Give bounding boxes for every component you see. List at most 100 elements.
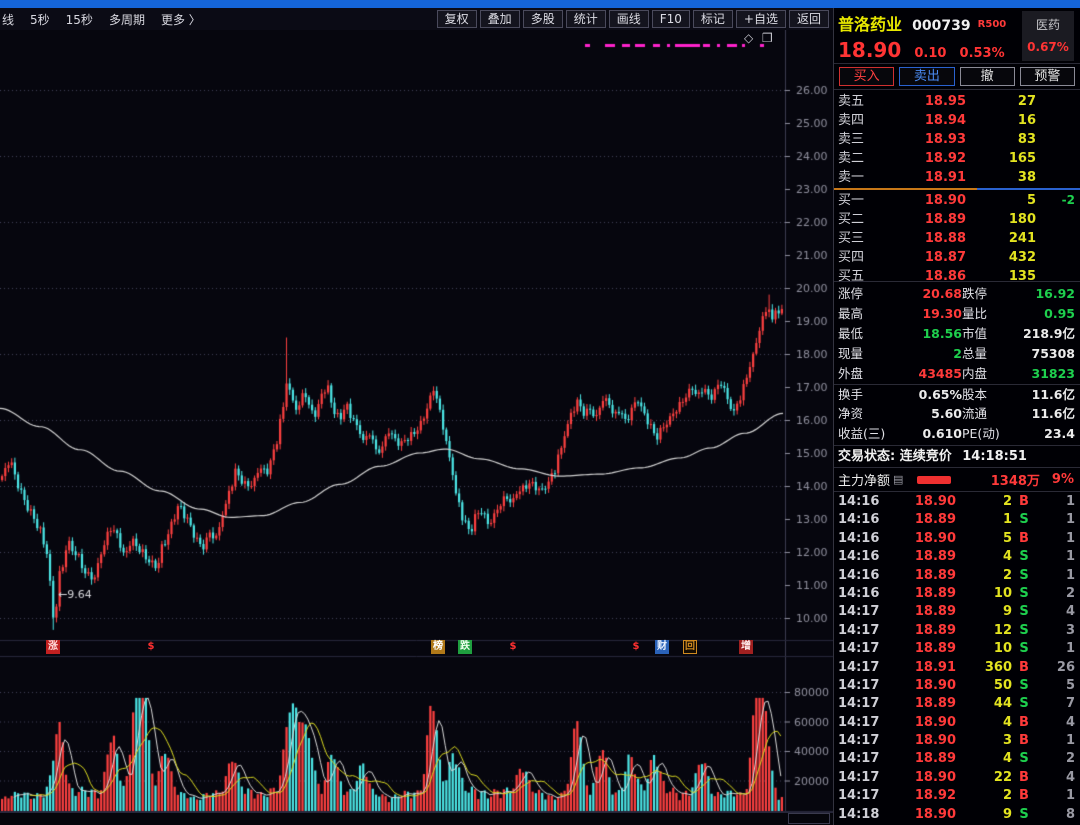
stat-label: 流通 (962, 406, 988, 421)
tick-direction: B (1019, 788, 1029, 804)
event-badge-回[interactable]: 回 (683, 640, 697, 654)
tick-time: 14:16 (838, 585, 880, 601)
tick-time: 14:17 (838, 677, 880, 693)
level-volume: 83 (1017, 132, 1036, 147)
toolbar-button-6[interactable]: 标记 (692, 10, 733, 28)
stat-row: 收益(三) 0.610 PE(动) 23.4 (834, 424, 1080, 444)
price-change: 0.10 (914, 46, 947, 61)
ask-row[interactable]: 卖四 18.94 16 (834, 111, 1080, 130)
tick-time: 14:16 (838, 512, 880, 528)
bid-row[interactable]: 买二 18.89 180 (834, 210, 1080, 229)
ask-row[interactable]: 卖一 18.91 38 (834, 168, 1080, 187)
tick-volume: 3 (1002, 733, 1012, 749)
toolbar-button-4[interactable]: 画线 (608, 10, 649, 28)
bid-row[interactable]: 买一 18.90 5 -2 (834, 191, 1080, 210)
ask-row[interactable]: 卖二 18.92 165 (834, 149, 1080, 168)
toolbar-button-0[interactable]: 复权 (436, 10, 477, 28)
stat-label: 跌停 (962, 286, 988, 301)
alert-button[interactable]: 预警 (1019, 67, 1075, 86)
tick-count: 8 (1065, 806, 1075, 822)
stats-block: 涨停 20.68 跌停 16.92 最高 19.30 量比 0.95 最低 18.56 市值 218.… (834, 282, 1080, 446)
bid-row[interactable]: 买三 18.88 241 (834, 229, 1080, 248)
toolbar-button-2[interactable]: 多股 (522, 10, 563, 28)
period-item-4[interactable]: 更多 〉 (160, 12, 201, 27)
level-volume: 135 (1008, 269, 1036, 284)
tick-price: 18.89 (914, 549, 956, 565)
tick-count: 1 (1065, 788, 1075, 804)
tick-time: 14:17 (838, 659, 880, 675)
tick-volume: 4 (1002, 751, 1012, 767)
tick-volume: 10 (993, 585, 1012, 601)
sector-box[interactable]: 医药 0.67% (1022, 11, 1074, 61)
tick-time: 14:16 (838, 567, 880, 583)
tick-price: 18.91 (914, 659, 956, 675)
tick-row: 14:17 18.90 22 B 4 (834, 769, 1080, 787)
bid-row[interactable]: 买四 18.87 432 (834, 248, 1080, 267)
tick-count: 26 (1056, 659, 1075, 675)
tick-direction: B (1019, 714, 1029, 730)
last-price: 18.90 (838, 38, 902, 62)
event-badge-$[interactable]: $ (509, 641, 517, 652)
tick-direction: S (1019, 696, 1029, 712)
tick-time: 14:17 (838, 622, 880, 638)
tick-price: 18.90 (914, 806, 956, 822)
tick-direction: B (1019, 494, 1029, 509)
window-restore-icon[interactable]: ❒ (762, 31, 773, 45)
stat-value: 16.92 (1035, 286, 1075, 301)
tick-price: 18.89 (914, 604, 956, 620)
event-badge-跌[interactable]: 跌 (458, 640, 472, 654)
tick-time: 14:17 (838, 714, 880, 730)
period-item-1[interactable]: 5秒 (30, 12, 50, 27)
level-volume: 16 (1017, 113, 1036, 128)
toolbar-button-1[interactable]: 叠加 (479, 10, 520, 28)
ask-row[interactable]: 卖三 18.93 83 (834, 130, 1080, 149)
level-price: 18.86 (924, 269, 966, 284)
level-volume: 5 (1026, 193, 1036, 208)
level-extra (1036, 229, 1075, 248)
tick-time: 14:17 (838, 788, 880, 804)
level-volume: 180 (1008, 212, 1036, 227)
tick-direction: B (1019, 530, 1029, 546)
event-badge-涨[interactable]: 涨 (46, 640, 60, 654)
trade-status-time: 14:18:51 (962, 449, 1027, 464)
stat-value: 31823 (1031, 366, 1076, 381)
diamond-drawing-icon[interactable]: ◇ (744, 31, 754, 45)
chart-toolbar: 线 5秒 15秒 多周期 更多 〉 复权 叠加 多股 统计 画线 F10 标记 +自选 返回 (0, 8, 833, 31)
toolbar-button-7[interactable]: +自选 (735, 10, 786, 28)
period-item-3[interactable]: 多周期 (108, 12, 145, 27)
tick-direction: S (1019, 512, 1029, 528)
period-item-0[interactable]: 线 (2, 12, 15, 27)
tick-count: 1 (1065, 512, 1075, 528)
tick-row: 14:17 18.89 9 S 4 (834, 603, 1080, 621)
level-label: 买二 (838, 212, 865, 227)
detail-list-icon[interactable]: ▤ (893, 473, 904, 486)
stat-label: 量比 (962, 306, 988, 321)
event-badge-$[interactable]: $ (632, 641, 640, 652)
tick-price: 18.90 (914, 714, 956, 730)
event-badge-增[interactable]: 增 (739, 640, 753, 654)
trade-button-row: 买入 卖出 撤 预警 (834, 64, 1080, 90)
event-badge-榜[interactable]: 榜 (431, 640, 445, 654)
level-price: 18.94 (924, 113, 966, 128)
stat-row: 外盘 43485 内盘 31823 (834, 364, 1080, 384)
main-net-bar (917, 475, 952, 484)
period-item-2[interactable]: 15秒 (65, 12, 93, 27)
quote-header: 普洛药业 000739 R500 18.90 0.10 0.53% 医药 0.6… (834, 8, 1080, 64)
ask-row[interactable]: 卖五 18.95 27 (834, 92, 1080, 111)
toolbar-button-8[interactable]: 返回 (788, 10, 829, 28)
stat-row: 涨停 20.68 跌停 16.92 (834, 284, 1080, 304)
cancel-order-button[interactable]: 撤 (959, 67, 1015, 86)
bid-row[interactable]: 买五 18.86 135 (834, 267, 1080, 286)
event-badge-$[interactable]: $ (147, 641, 155, 652)
main-net-row: 主力净额 ▤ 1348万 9% (834, 468, 1080, 492)
toolbar-button-5[interactable]: F10 (651, 10, 690, 28)
toolbar-button-3[interactable]: 统计 (565, 10, 606, 28)
level-volume: 432 (1008, 250, 1036, 265)
buy-button[interactable]: 买入 (839, 67, 895, 86)
sell-button[interactable]: 卖出 (899, 67, 955, 86)
event-badge-财[interactable]: 财 (655, 640, 669, 654)
stat-value: 75308 (1031, 346, 1076, 361)
window-title-bar[interactable] (0, 0, 1080, 8)
candlestick-volume-chart[interactable] (0, 30, 833, 825)
tick-row: 14:16 18.90 2 B 1 (834, 493, 1080, 511)
